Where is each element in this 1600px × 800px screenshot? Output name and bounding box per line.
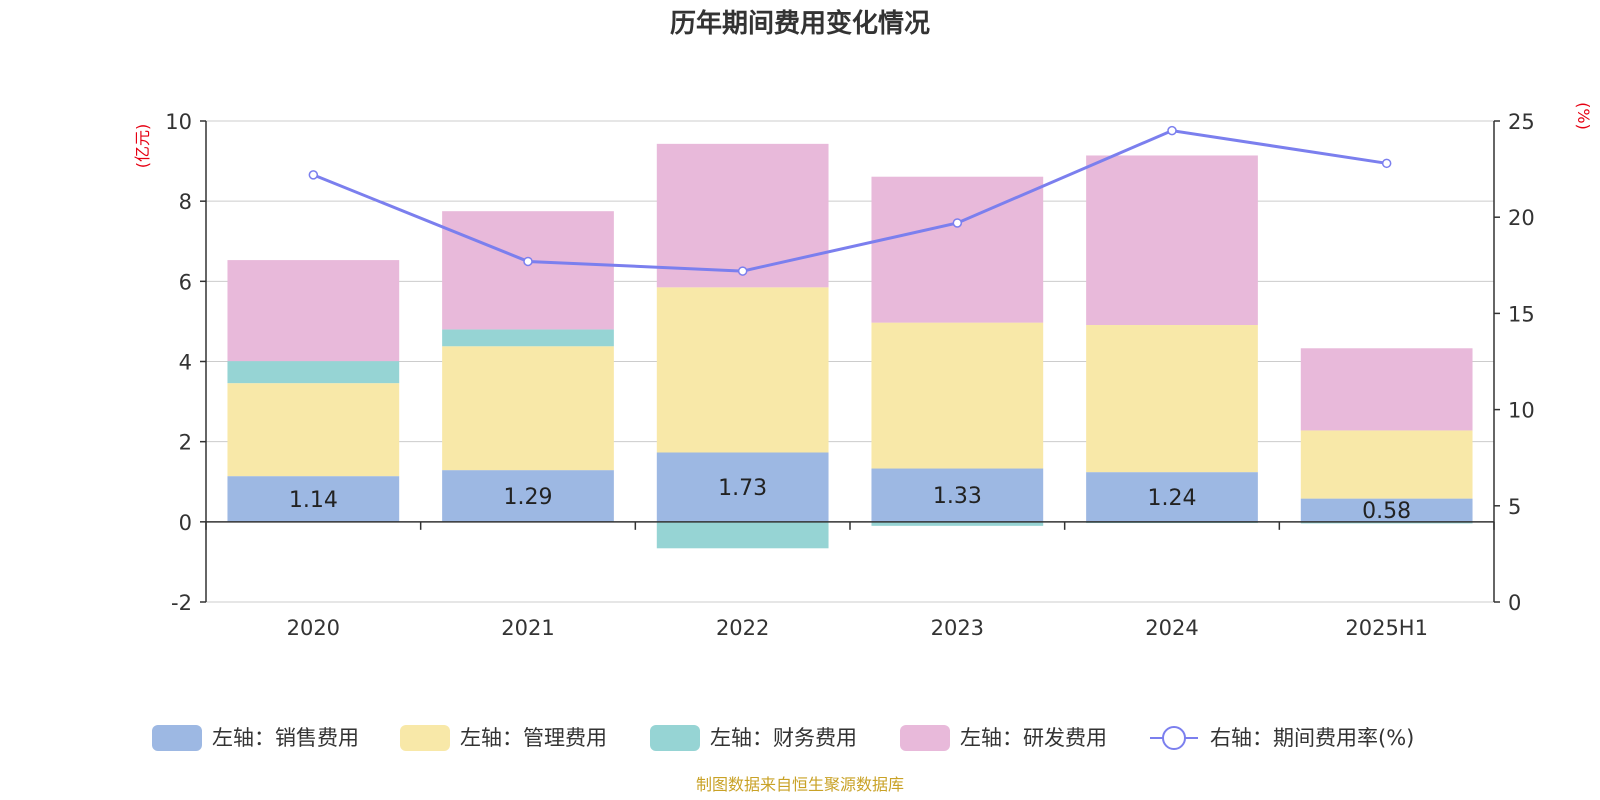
bar-segment [227,361,400,384]
bar-segment [442,329,614,347]
x-tick-label: 2022 [716,616,769,640]
x-tick-label: 2024 [1145,616,1198,640]
left-tick-label: 0 [179,511,192,535]
bar-segment [871,521,1044,526]
legend-label: 左轴：管理费用 [460,726,607,750]
bar-segment [871,322,1044,469]
left-tick-label: 10 [165,110,192,134]
chart-title: 历年期间费用变化情况 [670,8,930,39]
rate-point [737,266,748,276]
rate-point [523,256,533,267]
grid [206,120,1494,603]
x-tick-label: 2020 [287,616,340,640]
left-axis-unit: (亿元) [133,124,152,169]
bar-segment [871,176,1044,323]
x-tick-label: 2025H1 [1345,616,1428,640]
rate-point [952,218,963,228]
bar-segment [1086,155,1258,326]
legend-label: 右轴：期间费用率(%) [1210,726,1414,750]
bar-segment [442,470,614,522]
legend-label: 左轴：财务费用 [710,726,857,750]
legend-swatch [900,725,950,751]
bar-segment [1300,348,1473,431]
bar-segment [227,383,400,477]
rate-point [308,170,319,180]
rate-line-path [312,129,1387,273]
legend-label: 左轴：销售费用 [212,726,359,750]
x-tick-label: 2021 [501,616,554,640]
bar-data-label: 1.14 [289,488,338,513]
right-tick-label: 10 [1508,399,1535,423]
left-tick-label: 4 [179,351,192,375]
legend-swatch [400,725,450,751]
bar-segment [1300,498,1473,522]
legend-swatch [152,725,202,751]
bar-data-label: 1.73 [718,476,767,501]
left-tick-label: 6 [179,270,192,294]
left-tick-label: -2 [171,591,192,615]
bar-data-label: 1.29 [504,485,553,510]
bar-segment [1086,325,1258,473]
bar-segment [1300,521,1473,524]
bar-data-label: 1.33 [933,484,982,509]
rate-point [1381,158,1392,169]
bars [227,143,1473,549]
right-tick-label: 5 [1508,495,1521,519]
legend: 左轴：销售费用 左轴：管理费用 左轴：财务费用 左轴：研发费用 右轴：期间费用率(%) [152,725,1414,751]
bar-data-label: 1.24 [1148,486,1197,511]
bar-segment [1300,430,1473,499]
legend-swatch [650,725,700,751]
left-tick-label: 2 [179,431,192,455]
source-note: 制图数据来自恒生聚源数据库 [696,775,904,794]
legend-marker [1162,726,1186,750]
bar-segment [656,521,829,549]
bar-segment [656,452,829,522]
data-labels: 1.14 1.29 1.73 1.33 1.24 0.58 [289,476,1411,524]
right-tick-label: 15 [1508,302,1535,326]
bar-segment [1086,472,1258,522]
bar-segment [227,260,400,362]
axes: -2 0 2 4 6 8 10 0 5 10 15 20 25 2020 2021 2022 2023 2024 2… [165,110,1534,640]
right-tick-label: 0 [1508,591,1521,615]
bar-segment [442,211,614,330]
rate-line [308,125,1392,276]
bar-segment [656,143,829,288]
right-axis-unit: (%) [1574,102,1593,130]
bar-data-label: 0.58 [1362,499,1411,524]
x-tick-label: 2023 [931,616,984,640]
rate-point [1167,125,1177,136]
bar-segment [442,346,614,471]
left-tick-label: 8 [179,190,192,214]
bar-segment [871,468,1044,522]
bar-segment [656,287,829,453]
right-tick-label: 20 [1508,206,1535,230]
legend-label: 左轴：研发费用 [960,726,1107,750]
bar-segment [227,476,400,522]
right-tick-label: 25 [1508,110,1535,134]
